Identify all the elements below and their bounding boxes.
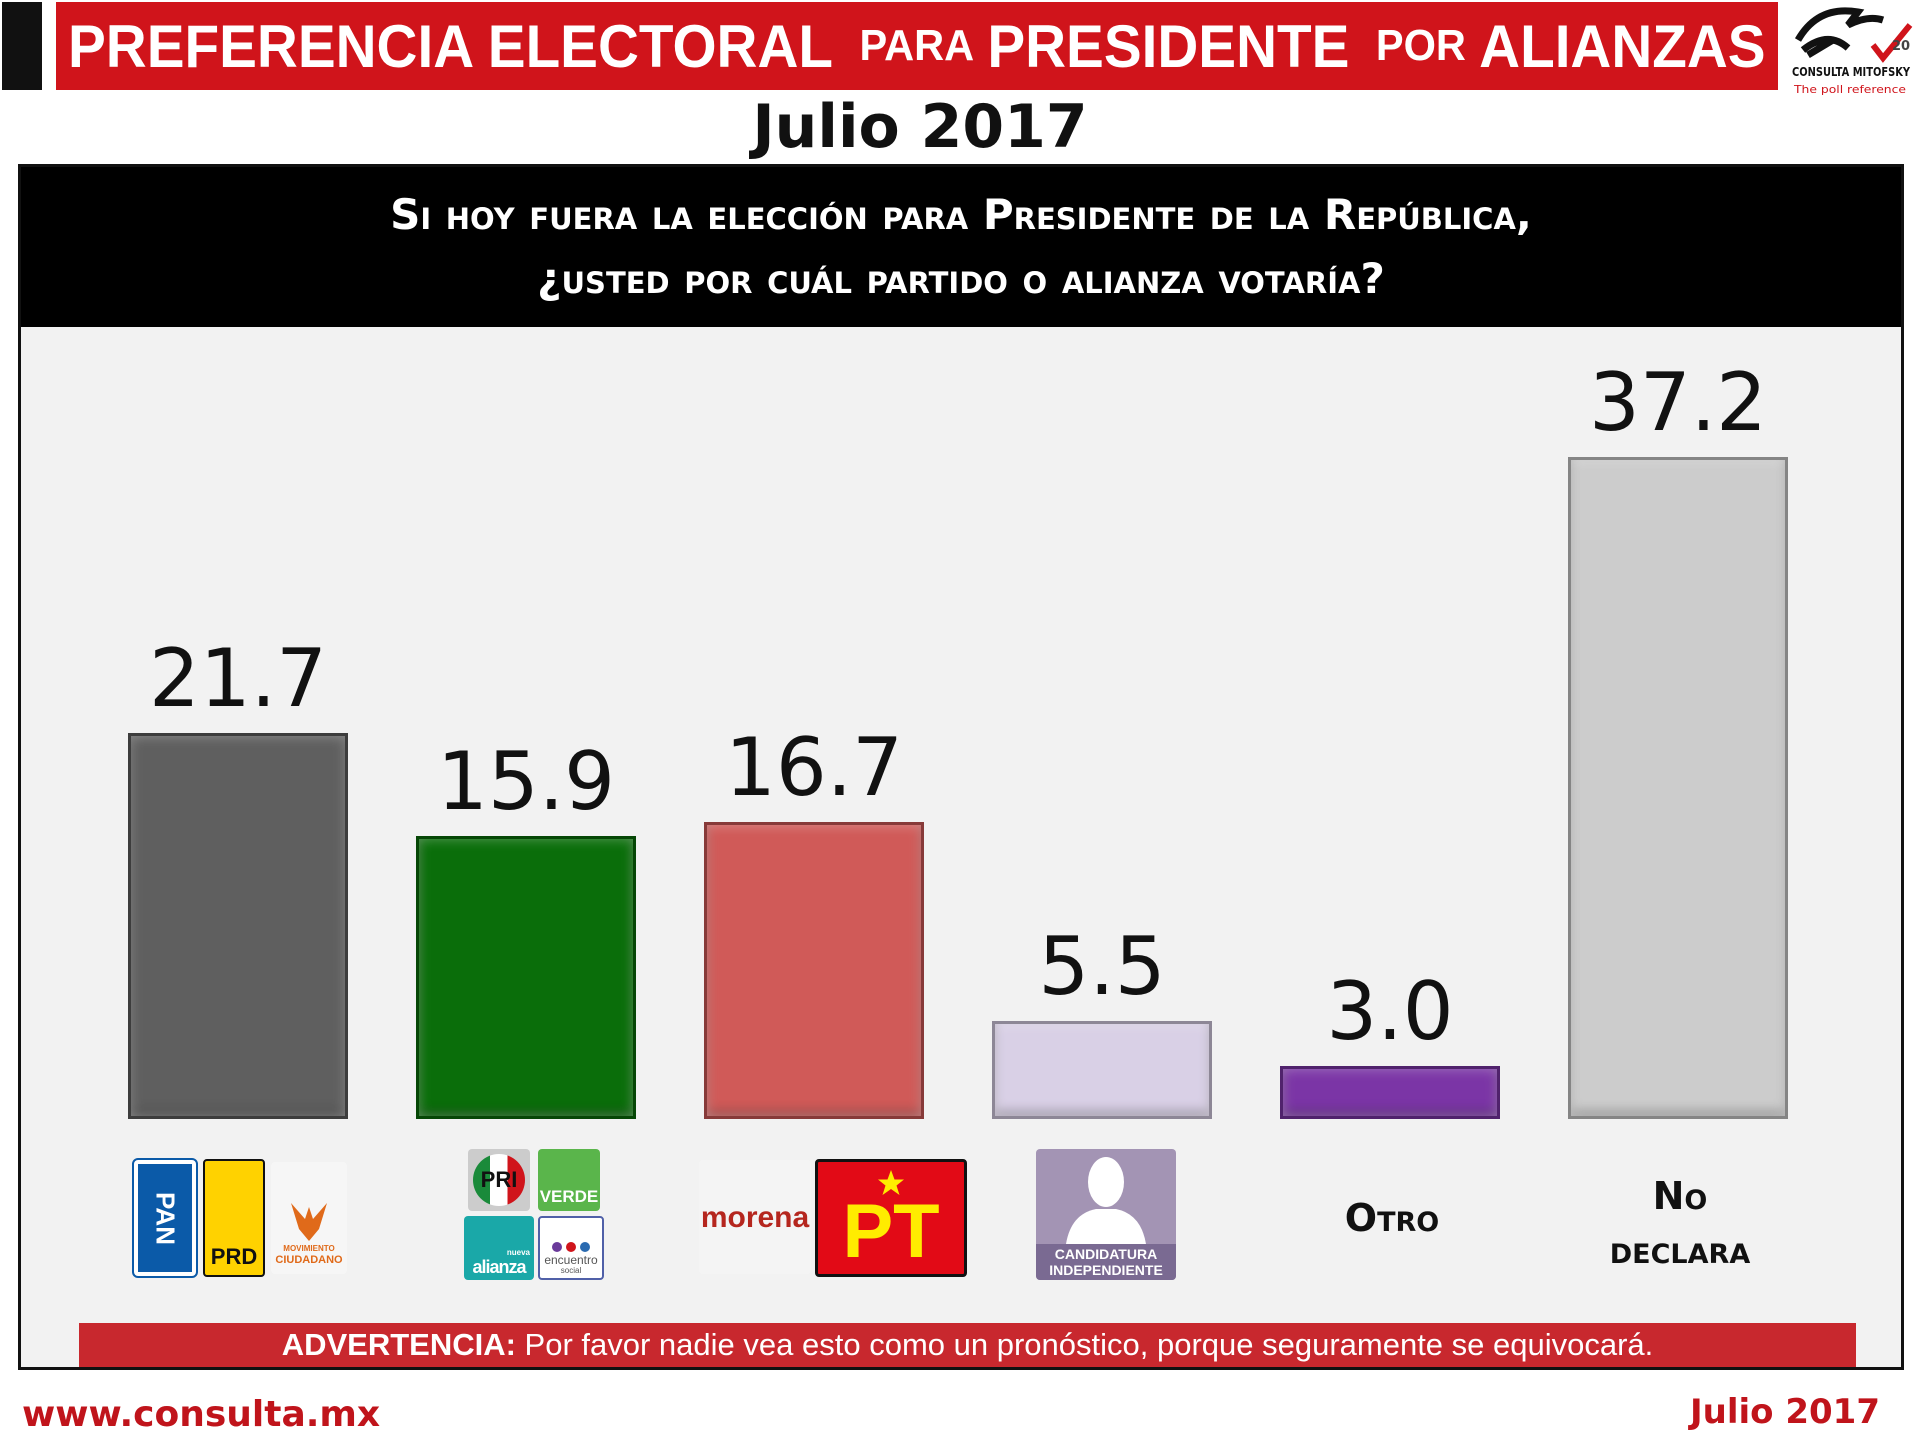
title-part: PREFERENCIA ELECTORAL [68,12,834,80]
title-part: PARA [859,21,975,70]
data-label: 37.2 [1588,356,1768,449]
question-line: Si hoy fuera la elección para Presidente… [390,190,1532,239]
title-part: PRESIDENTE [987,12,1350,80]
mc-text: CIUDADANO [275,1253,343,1266]
alianza-text: alianza [472,1257,526,1278]
category-label-otro: Otro [1344,1196,1440,1240]
pt-logo: PT [815,1159,967,1277]
pri-logo: PRI [468,1149,530,1211]
title-part: POR [1375,21,1466,70]
question-line: ¿usted por cuál partido o alianza votarí… [537,254,1385,303]
subtitle-date: Julio 2017 [752,92,1088,162]
website-link[interactable]: www.consulta.mx [22,1394,381,1435]
bar-5 [1280,1065,1500,1119]
category-label-no-declara: No declara [1550,1169,1810,1277]
svg-text:CONSULTA MITOFSKY: CONSULTA MITOFSKY [1792,65,1910,79]
pt-text: PT [842,1189,940,1274]
encuentro-social-logo: encuentro social [538,1216,604,1280]
star-icon [878,1170,904,1195]
indep-text: INDEPENDIENTE [1049,1262,1163,1278]
warning-label: ADVERTENCIA: [281,1327,516,1362]
title-text: PREFERENCIA ELECTORAL PARA PRESIDENTE PO… [68,2,1766,90]
nueva-text: nueva [506,1248,530,1258]
data-label: 21.7 [148,631,328,725]
warning-banner: ADVERTENCIA: Por favor nadie vea esto co… [79,1323,1856,1367]
mc-top-text: MOVIMIENTO [283,1244,335,1254]
encuentro-dots-icon [552,1242,590,1253]
left-marker [2,2,42,90]
data-label: 3.0 [1326,964,1454,1058]
svg-text:20: 20 [1892,39,1910,54]
data-label: 16.7 [724,720,904,814]
warning-text: Por favor nadie vea esto como un pronóst… [515,1327,1654,1362]
verde-logo: VERDE [538,1149,600,1211]
morena-text: morena [700,1200,810,1234]
bar-2 [416,836,636,1119]
consulta-mitofsky-logo: 20 CONSULTA MITOFSKY The poll reference [1788,0,1916,100]
verde-text: VERDE [539,1187,599,1207]
indep-text: CANDIDATURA [1054,1246,1158,1262]
data-label: 5.5 [1038,920,1166,1014]
encuentro-text: encuentro [544,1253,598,1268]
morena-logo: morena [699,1160,811,1274]
bar-6 [1568,457,1788,1119]
title-part: ALIANZAS [1479,12,1766,80]
bar-4 [992,1021,1212,1119]
data-label: 15.9 [436,735,616,829]
page-title: PREFERENCIA ELECTORAL PARA PRESIDENTE PO… [56,2,1778,90]
pan-logo: PAN [132,1158,198,1278]
svg-text:The poll reference: The poll reference [1793,83,1906,96]
social-text: social [560,1266,582,1276]
nueva-alianza-logo: nueva alianza [464,1216,534,1280]
declara-text: declara [1609,1228,1751,1272]
eagle-icon [291,1203,327,1242]
footer-date: Julio 2017 [1690,1392,1880,1432]
bar-3 [704,821,924,1119]
prd-text: PRD [210,1243,258,1269]
movimiento-ciudadano-logo: MOVIMIENTO CIUDADANO [271,1162,347,1274]
no-text: No [1652,1174,1708,1218]
bar-1 [128,732,348,1119]
candidatura-independiente-logo: CANDIDATURA INDEPENDIENTE [1036,1149,1176,1280]
chart-frame: Si hoy fuera la elección para Presidente… [18,164,1904,1370]
pri-text: PRI [473,1154,525,1206]
prd-logo: PRD [203,1159,265,1277]
pan-text: PAN [150,1191,181,1245]
person-silhouette-icon [1066,1157,1146,1244]
question-header: Si hoy fuera la elección para Presidente… [21,167,1901,327]
